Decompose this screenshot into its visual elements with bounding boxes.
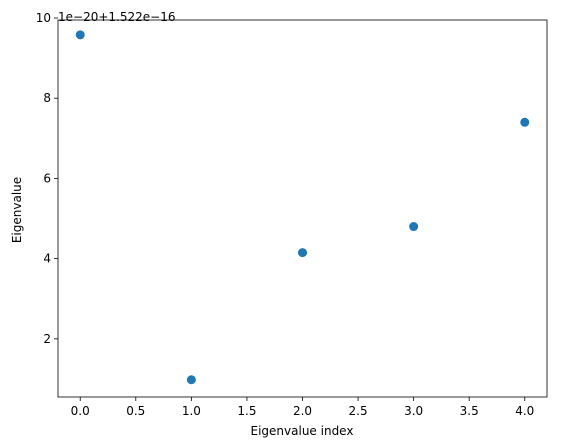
y-tick-label: 6 xyxy=(43,171,51,185)
y-offset-label: 1e−20+1.522e−16 xyxy=(58,10,175,24)
y-tick-label: 8 xyxy=(43,91,51,105)
x-tick-label: 1.0 xyxy=(182,404,201,418)
y-axis-ticks: 2 4 6 8 10 xyxy=(36,11,58,346)
x-axis-ticks: 0.0 0.5 1.0 1.5 2.0 2.5 3.0 3.5 4.0 xyxy=(71,397,534,418)
x-tick-label: 2.0 xyxy=(293,404,312,418)
y-tick-label: 4 xyxy=(43,252,51,266)
y-axis-label: Eigenvalue xyxy=(10,177,24,243)
y-tick-label: 10 xyxy=(36,11,51,25)
data-point xyxy=(409,222,419,232)
x-tick-label: 1.5 xyxy=(237,404,256,418)
x-tick-label: 0.0 xyxy=(71,404,90,418)
x-axis-label: Eigenvalue index xyxy=(251,424,354,438)
x-tick-label: 0.5 xyxy=(126,404,145,418)
data-point xyxy=(75,30,85,40)
plot-frame xyxy=(57,19,548,398)
x-tick-label: 3.5 xyxy=(460,404,479,418)
data-point xyxy=(520,117,530,127)
y-tick-label: 2 xyxy=(43,332,51,346)
x-tick-label: 4.0 xyxy=(515,404,534,418)
x-tick-label: 2.5 xyxy=(349,404,368,418)
data-point xyxy=(298,248,307,258)
data-point xyxy=(186,375,196,385)
data-points xyxy=(75,30,530,385)
x-tick-label: 3.0 xyxy=(404,404,423,418)
